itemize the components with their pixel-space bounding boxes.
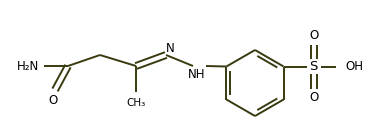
Text: NH: NH — [188, 69, 206, 81]
Text: CH₃: CH₃ — [127, 98, 146, 108]
Text: N: N — [166, 41, 175, 55]
Text: O: O — [309, 91, 318, 104]
Text: O: O — [309, 29, 318, 42]
Text: OH: OH — [346, 60, 363, 73]
Text: S: S — [309, 60, 318, 73]
Text: H₂N: H₂N — [17, 60, 39, 72]
Text: O: O — [48, 93, 58, 107]
